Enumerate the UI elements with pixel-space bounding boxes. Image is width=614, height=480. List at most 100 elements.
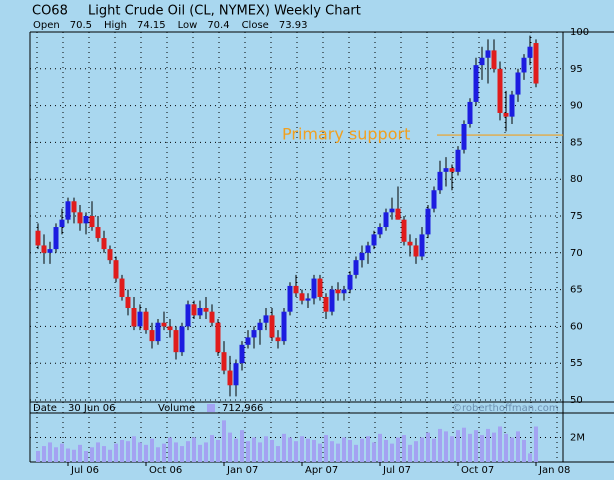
volume-bar <box>432 438 436 462</box>
x-tick-label: Jan 07 <box>226 465 258 476</box>
volume-tick-label: 2M <box>570 433 585 444</box>
candle-body <box>107 249 113 261</box>
candle-body <box>167 326 173 331</box>
candle-body <box>71 201 77 213</box>
volume-bar <box>108 449 112 462</box>
candle-body <box>209 311 215 323</box>
volume-bar <box>306 438 310 462</box>
volume-bar <box>168 437 172 462</box>
volume-bar <box>426 432 430 462</box>
volume-value: 712,966 <box>222 403 263 414</box>
candle-body <box>485 50 491 58</box>
volume-bar <box>258 442 262 462</box>
quote-value: 73.93 <box>279 20 308 31</box>
date-label: Date <box>33 403 57 414</box>
candle-body <box>83 216 89 224</box>
volume-bar <box>450 436 454 462</box>
volume-bar <box>150 438 154 462</box>
candle-body <box>335 289 341 294</box>
volume-bar <box>102 446 106 462</box>
y-tick-label: 50 <box>570 395 583 406</box>
candle-body <box>323 296 329 312</box>
volume-bar <box>366 436 370 462</box>
volume-bar <box>114 443 118 462</box>
candle-body <box>125 296 131 308</box>
volume-bar <box>402 435 406 462</box>
volume-bar <box>378 433 382 462</box>
volume-bar <box>498 426 502 462</box>
candle-body <box>131 308 137 327</box>
candle-body <box>149 330 155 342</box>
candle-body <box>299 293 305 301</box>
volume-bar <box>132 436 136 462</box>
candle-body <box>413 245 419 257</box>
candle-body <box>89 216 95 228</box>
volume-bar <box>186 441 190 462</box>
volume-bar <box>42 446 46 462</box>
candle-body <box>389 208 395 213</box>
candle-body <box>281 311 287 342</box>
volume-bar <box>486 428 490 462</box>
volume-bar <box>468 433 472 462</box>
candle-body <box>293 285 299 294</box>
candle-body <box>227 370 233 386</box>
candle-body <box>35 230 41 246</box>
y-tick-label: 100 <box>570 27 589 38</box>
candle-body <box>155 322 161 342</box>
volume-bar <box>240 430 244 462</box>
volume-bar <box>84 450 88 462</box>
candle-body <box>329 289 335 312</box>
volume-bar <box>162 443 166 462</box>
volume-bar <box>438 428 442 462</box>
y-tick-label: 70 <box>570 248 583 259</box>
chart-title: Light Crude Oil (CL, NYMEX) Weekly Chart <box>88 4 361 19</box>
volume-bar <box>348 439 352 462</box>
candle-body <box>515 72 521 95</box>
x-tick-label: Jul 07 <box>382 465 411 476</box>
y-tick-label: 60 <box>570 321 583 332</box>
quote-value: 70.4 <box>207 20 229 31</box>
candle-body <box>419 234 425 257</box>
volume-bar <box>390 443 394 462</box>
quote-label: High <box>104 20 127 31</box>
x-tick-label: Oct 06 <box>149 465 182 476</box>
candle-body <box>41 245 47 253</box>
volume-bar <box>342 437 346 462</box>
y-tick-label: 75 <box>570 211 583 222</box>
candle-body <box>443 168 449 172</box>
candle-body <box>437 171 443 191</box>
support-label: Primary support <box>282 125 410 144</box>
volume-bar <box>444 431 448 462</box>
volume-bar <box>528 453 532 462</box>
volume-bar <box>264 436 268 462</box>
candle-body <box>101 238 107 250</box>
candle-body <box>257 322 263 331</box>
candle-body <box>179 326 185 353</box>
candle-body <box>377 227 383 235</box>
volume-bar <box>282 433 286 462</box>
volume-bar <box>372 442 376 462</box>
volume-swatch <box>207 404 215 412</box>
volume-bar <box>408 444 412 462</box>
candle-body <box>359 252 365 261</box>
y-tick-label: 95 <box>570 64 583 75</box>
candle-body <box>455 149 461 172</box>
candle-body <box>347 274 353 290</box>
y-tick-label: 55 <box>570 358 583 369</box>
volume-bar <box>276 446 280 462</box>
volume-bar <box>216 439 220 462</box>
candle-body <box>533 43 539 84</box>
symbol: CO68 <box>32 4 68 19</box>
volume-bar <box>96 442 100 462</box>
candle-body <box>239 344 245 364</box>
volume-bar <box>300 436 304 462</box>
candle-body <box>527 46 533 58</box>
candle-body <box>473 65 479 102</box>
candle-body <box>77 212 83 224</box>
candle-body <box>509 94 515 117</box>
volume-bar <box>48 442 52 462</box>
candle-body <box>233 363 239 386</box>
volume-bar <box>312 439 316 462</box>
volume-bar <box>420 437 424 462</box>
volume-bar <box>36 450 40 462</box>
